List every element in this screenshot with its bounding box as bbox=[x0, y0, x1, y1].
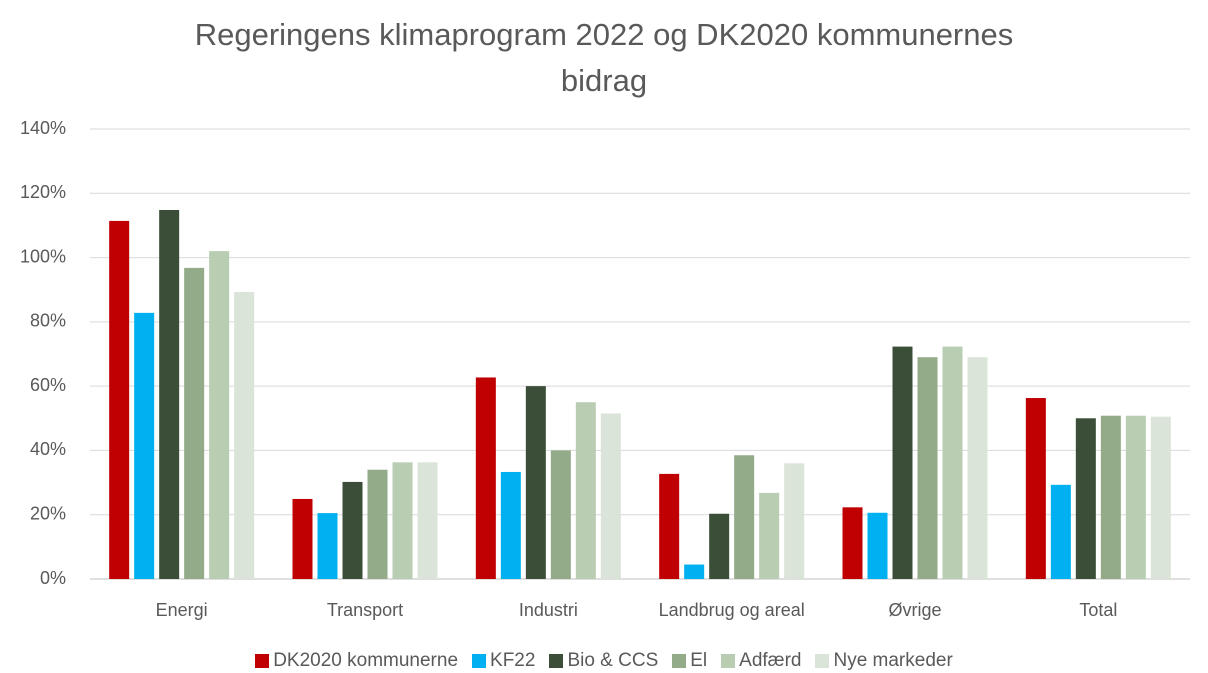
bar bbox=[659, 473, 680, 579]
legend-label: Bio & CCS bbox=[567, 650, 659, 671]
x-tick-label: Landbrug og areal bbox=[659, 600, 805, 620]
legend-label: DK2020 kommunerne bbox=[273, 650, 459, 671]
bar bbox=[292, 498, 313, 579]
x-tick-label: Energi bbox=[156, 600, 208, 620]
bar bbox=[575, 402, 596, 579]
legend-label: El bbox=[690, 650, 708, 671]
bar bbox=[500, 471, 521, 579]
legend-swatch bbox=[472, 654, 487, 668]
legend-swatch bbox=[815, 654, 830, 668]
bar bbox=[917, 357, 938, 579]
legend-swatch bbox=[672, 654, 687, 668]
x-tick-label: Industri bbox=[519, 600, 578, 620]
legend-item: Adfærd bbox=[721, 650, 801, 672]
y-tick-label: 0% bbox=[40, 568, 66, 588]
bar bbox=[734, 455, 755, 579]
legend-item: KF22 bbox=[472, 650, 535, 672]
bar bbox=[1150, 416, 1171, 579]
bar bbox=[417, 462, 438, 579]
bar bbox=[784, 463, 805, 579]
bar bbox=[109, 220, 130, 579]
bar bbox=[942, 346, 963, 579]
legend-item: El bbox=[672, 650, 707, 672]
bar bbox=[759, 492, 780, 579]
bar bbox=[475, 377, 496, 579]
legend-label: Nye markeder bbox=[833, 650, 953, 671]
legend-swatch bbox=[255, 654, 270, 668]
y-tick-label: 100% bbox=[20, 246, 66, 266]
bar bbox=[1100, 415, 1121, 579]
legend-label: Adfærd bbox=[739, 650, 802, 671]
legend-item: Nye markeder bbox=[815, 650, 953, 672]
y-tick-label: 60% bbox=[30, 375, 66, 395]
bar bbox=[967, 357, 988, 579]
bar bbox=[842, 507, 863, 579]
y-tick-label: 40% bbox=[30, 439, 66, 459]
bar bbox=[1125, 415, 1146, 579]
legend-swatch bbox=[721, 654, 736, 668]
bar bbox=[392, 462, 413, 579]
legend-item: Bio & CCS bbox=[549, 650, 658, 672]
x-tick-label: Total bbox=[1079, 600, 1117, 620]
bar bbox=[684, 564, 705, 579]
y-tick-label: 20% bbox=[30, 503, 66, 523]
bar bbox=[525, 386, 546, 579]
bar bbox=[892, 346, 913, 579]
bar bbox=[317, 513, 338, 579]
bar bbox=[367, 469, 388, 579]
y-tick-label: 80% bbox=[30, 311, 66, 331]
bar bbox=[1050, 484, 1071, 579]
bar bbox=[1075, 418, 1096, 579]
y-tick-label: 120% bbox=[20, 182, 66, 202]
bar bbox=[1025, 398, 1046, 579]
y-tick-label: 140% bbox=[20, 118, 66, 138]
bar bbox=[159, 210, 180, 579]
bar bbox=[342, 481, 363, 579]
bar bbox=[550, 450, 571, 579]
bar bbox=[184, 267, 205, 579]
bar bbox=[600, 413, 621, 579]
bar bbox=[209, 251, 230, 579]
x-tick-label: Transport bbox=[327, 600, 403, 620]
bar bbox=[134, 312, 155, 579]
legend-item: DK2020 kommunerne bbox=[255, 650, 458, 672]
bar bbox=[709, 513, 730, 579]
bar bbox=[867, 512, 888, 579]
legend: DK2020 kommunerne KF22 Bio & CCS El Adfærd Ny… bbox=[0, 650, 1208, 672]
x-tick-label: Øvrige bbox=[888, 600, 941, 620]
legend-label: KF22 bbox=[490, 650, 536, 671]
bar bbox=[234, 291, 255, 579]
legend-swatch bbox=[549, 654, 564, 668]
chart-title: Regeringens klimaprogram 2022 og DK2020 … bbox=[194, 17, 1014, 98]
